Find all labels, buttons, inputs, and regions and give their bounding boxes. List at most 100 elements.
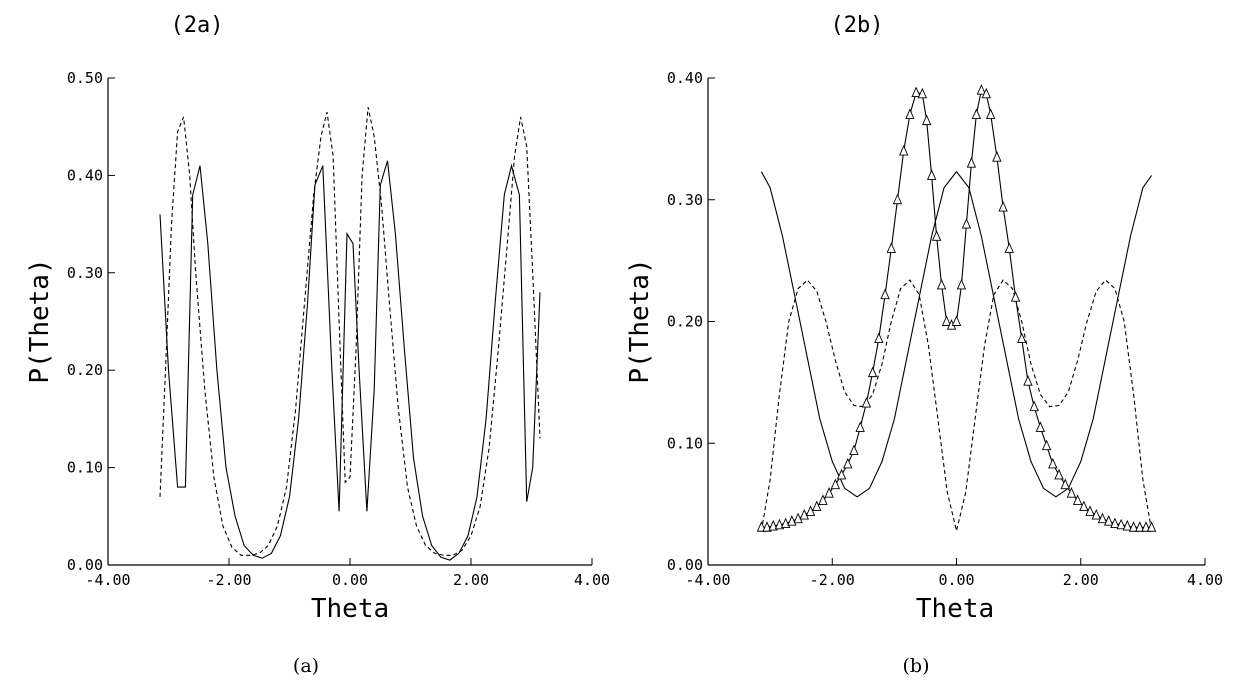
- triangle-marker: [1017, 332, 1027, 343]
- triangle-marker: [956, 278, 967, 290]
- series-line-3: [761, 89, 1152, 528]
- panel-caption: (a): [293, 655, 319, 677]
- chart-title: (2a): [171, 13, 224, 38]
- triangle-marker: [1135, 521, 1145, 532]
- triangle-marker: [1035, 421, 1046, 432]
- triangle-marker: [926, 169, 937, 180]
- x-tick-label: 4.00: [574, 571, 610, 589]
- triangle-marker: [880, 288, 890, 300]
- chart-title: (2b): [831, 13, 884, 38]
- x-tick-label: 0.00: [938, 571, 974, 589]
- triangle-marker: [836, 468, 847, 480]
- y-tick-label: 0.30: [667, 191, 703, 209]
- series-line-2: [760, 279, 1153, 532]
- triangle-marker: [1066, 487, 1077, 498]
- triangle-marker: [981, 87, 992, 99]
- plot-area: [756, 84, 1157, 532]
- triangle-marker: [998, 200, 1008, 212]
- series-line-2: [159, 107, 541, 556]
- triangle-marker: [1060, 478, 1070, 490]
- y-axis-label: P(Theta): [25, 258, 55, 383]
- triangle-marker: [849, 444, 859, 456]
- y-tick-label: 0.40: [67, 166, 103, 184]
- triangle-marker: [1079, 500, 1089, 512]
- triangle-marker: [1004, 242, 1014, 253]
- triangle-marker: [886, 242, 896, 253]
- y-tick-label: 0.00: [667, 556, 703, 574]
- triangle-marker: [992, 151, 1002, 162]
- triangle-marker: [1085, 505, 1095, 516]
- triangle-marker: [971, 108, 982, 119]
- x-tick-label: -2.00: [206, 571, 251, 589]
- y-tick-label: 0.20: [67, 361, 103, 379]
- triangle-marker: [1128, 521, 1139, 532]
- x-tick-label: 0.00: [332, 571, 368, 589]
- x-axis-label: Theta: [916, 594, 994, 624]
- triangle-marker: [1104, 515, 1114, 526]
- plot-area: [159, 107, 541, 561]
- axis-ticks: 0.00 0.10 0.20 0.30 0.40 -4.00 -2.00 0.00 2.00 4.…: [667, 69, 1223, 589]
- triangle-marker: [824, 487, 834, 498]
- y-tick-label: 0.40: [667, 69, 703, 87]
- triangle-marker: [941, 315, 952, 326]
- triangle-marker: [1097, 512, 1108, 524]
- series-line-1: [760, 170, 1153, 498]
- x-tick-label: -2.00: [810, 571, 855, 589]
- triangle-marker: [1023, 375, 1033, 386]
- triangle-marker: [793, 512, 803, 524]
- y-axis-label: P(Theta): [625, 258, 655, 383]
- triangle-marker: [966, 157, 977, 168]
- x-tick-label: 4.00: [1187, 571, 1223, 589]
- x-axis-label: Theta: [311, 594, 389, 624]
- x-tick-label: 2.00: [453, 571, 489, 589]
- triangle-marker: [985, 108, 996, 119]
- triangle-marker: [855, 421, 865, 432]
- y-tick-label: 0.20: [667, 313, 703, 331]
- triangle-marker: [911, 86, 921, 98]
- triangle-marker: [892, 193, 903, 205]
- triangle-marker: [936, 278, 947, 290]
- triangle-marker: [799, 508, 809, 520]
- triangle-marker: [1116, 518, 1126, 530]
- triangle-marker: [874, 332, 884, 343]
- triangle-marker: [1141, 521, 1151, 532]
- triangle-marker: [1041, 439, 1052, 451]
- triangle-marker: [812, 500, 822, 512]
- y-tick-label: 0.00: [67, 556, 103, 574]
- triangle-marker: [1091, 508, 1101, 520]
- triangle-marker: [774, 518, 785, 530]
- axis-ticks: 0.00 0.10 0.20 0.30 0.40 0.50 -4.00 -2.00 0.00 2.…: [67, 69, 610, 589]
- triangle-marker: [921, 114, 932, 126]
- triangle-marker: [768, 519, 778, 531]
- triangle-marker: [931, 230, 942, 241]
- triangle-marker: [976, 84, 987, 95]
- chart-panel-b: (2b) P(Theta) Theta (b) 0.00 0.10 0.20 0.30…: [625, 13, 1223, 677]
- triangle-marker: [867, 366, 878, 378]
- triangle-marker: [899, 144, 909, 156]
- triangle-marker: [843, 457, 853, 469]
- y-tick-label: 0.10: [667, 434, 703, 452]
- triangle-marker: [1048, 457, 1058, 469]
- x-tick-label: 2.00: [1063, 571, 1099, 589]
- triangle-marker: [961, 217, 972, 229]
- x-tick-label: -4.00: [85, 571, 130, 589]
- series-line-1: [159, 160, 541, 561]
- triangle-marker: [1072, 494, 1083, 505]
- panel-caption: (b): [903, 655, 930, 677]
- triangle-marker: [917, 87, 928, 99]
- triangle-marker: [1146, 521, 1157, 532]
- triangle-marker: [1110, 517, 1120, 529]
- triangle-marker: [1054, 468, 1064, 480]
- triangle-marker: [762, 521, 772, 532]
- triangle-marker: [818, 494, 828, 505]
- y-tick-label: 0.10: [67, 459, 103, 477]
- triangle-marker: [756, 521, 767, 532]
- triangle-marker: [861, 396, 872, 408]
- y-tick-label: 0.30: [67, 264, 103, 282]
- triangle-marker: [1029, 400, 1039, 412]
- triangle-marker: [951, 315, 962, 326]
- triangle-marker: [830, 478, 841, 490]
- y-tick-label: 0.50: [67, 69, 103, 87]
- x-tick-label: -4.00: [685, 571, 730, 589]
